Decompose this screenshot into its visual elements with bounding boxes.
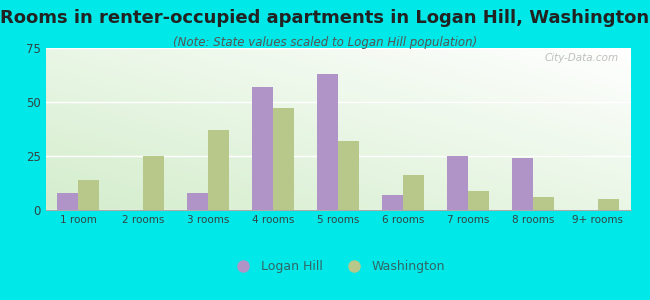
Legend: Logan Hill, Washington: Logan Hill, Washington xyxy=(226,255,450,278)
Text: (Note: State values scaled to Logan Hill population): (Note: State values scaled to Logan Hill… xyxy=(173,36,477,49)
Bar xyxy=(273,109,294,210)
Bar xyxy=(403,176,424,210)
Bar xyxy=(533,197,554,210)
Bar xyxy=(143,156,164,210)
Bar xyxy=(208,130,229,210)
Bar xyxy=(187,193,208,210)
Bar xyxy=(57,193,78,210)
Bar xyxy=(252,87,273,210)
Bar xyxy=(468,190,489,210)
Bar xyxy=(78,180,99,210)
Bar xyxy=(598,199,619,210)
Bar xyxy=(382,195,403,210)
Bar xyxy=(338,141,359,210)
Text: Rooms in renter-occupied apartments in Logan Hill, Washington: Rooms in renter-occupied apartments in L… xyxy=(1,9,649,27)
Bar xyxy=(512,158,533,210)
Text: City-Data.com: City-Data.com xyxy=(545,53,619,63)
Bar xyxy=(447,156,468,210)
Bar xyxy=(317,74,338,210)
